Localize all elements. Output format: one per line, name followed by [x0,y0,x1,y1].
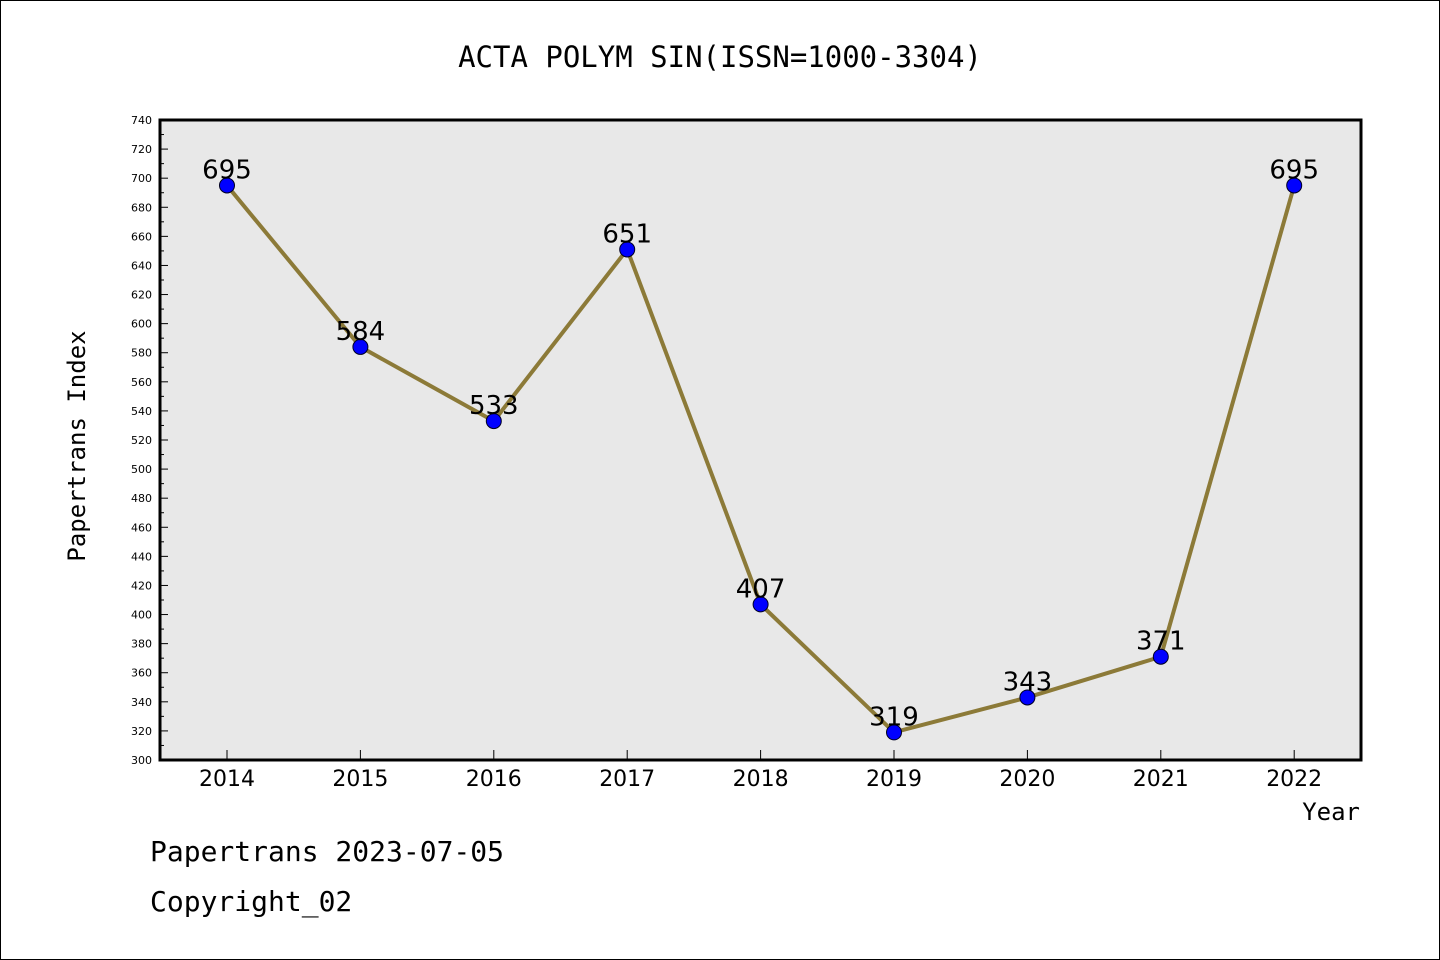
chart-title: ACTA POLYM SIN(ISSN=1000-3304) [458,40,982,74]
footer-date-label: Papertrans 2023-07-05 [150,835,505,868]
y-tick-label: 640 [131,259,152,272]
y-tick-label: 400 [131,609,152,622]
data-label: 695 [1269,155,1319,185]
x-tick-label: 2021 [1133,767,1189,792]
x-axis-label: Year [1302,798,1360,826]
y-tick-label: 600 [131,318,152,331]
y-tick-label: 700 [131,172,152,185]
plot-area [158,118,1363,762]
x-axis: 2014 2015 2016 2017 2018 2019 2020 2021 2022 [199,750,1322,792]
data-label: 371 [1136,627,1186,657]
data-point [1152,648,1169,665]
y-tick-label: 460 [131,521,152,534]
y-axis-label: Papertrans Index [63,330,91,561]
y-tick-label: 620 [131,289,152,302]
y-tick-label: 380 [131,638,152,651]
x-tick-label: 2022 [1266,767,1322,792]
data-label: 651 [602,219,652,249]
data-point [1019,689,1036,706]
data-point [886,724,902,741]
footer-copyright-label: Copyright_02 [150,885,353,918]
y-tick-label: 440 [131,550,152,563]
x-tick-label: 2017 [599,767,655,792]
y-tick-label: 520 [131,434,152,447]
data-point [352,338,369,355]
data-label: 319 [869,702,919,732]
y-tick-label: 340 [131,696,152,709]
data-label: 533 [469,391,519,421]
x-tick-label: 2016 [466,767,522,792]
data-point [1286,177,1303,194]
series-group: 695 584 533 651 407 319 343 371 695 [202,155,1319,741]
x-tick-label: 2014 [199,767,255,792]
y-tick-label: 300 [131,754,152,767]
y-tick-label: 500 [131,463,152,476]
data-label: 584 [336,317,386,347]
y-tick-label: 720 [131,143,152,156]
data-point [619,241,636,258]
x-tick-label: 2018 [733,767,789,792]
y-axis: 300 320 340 360 380 400 420 440 460 480 500 520 540 5… [131,114,168,767]
y-tick-label: 660 [131,230,152,243]
data-point [219,177,235,194]
y-tick-label: 540 [131,405,152,418]
y-tick-label: 480 [131,492,152,505]
x-tick-label: 2015 [332,767,388,792]
y-tick-label: 580 [131,347,152,360]
x-tick-label: 2019 [866,767,922,792]
data-label: 343 [1003,667,1053,697]
y-tick-label: 740 [131,114,152,127]
y-tick-label: 320 [131,725,152,738]
y-tick-label: 420 [131,579,152,592]
data-point [485,413,502,430]
data-label: 407 [736,574,786,604]
data-point [752,596,769,613]
y-tick-label: 360 [131,667,152,680]
x-tick-label: 2020 [999,767,1055,792]
y-tick-label: 680 [131,201,152,214]
data-label: 695 [202,155,252,185]
y-tick-label: 560 [131,376,152,389]
